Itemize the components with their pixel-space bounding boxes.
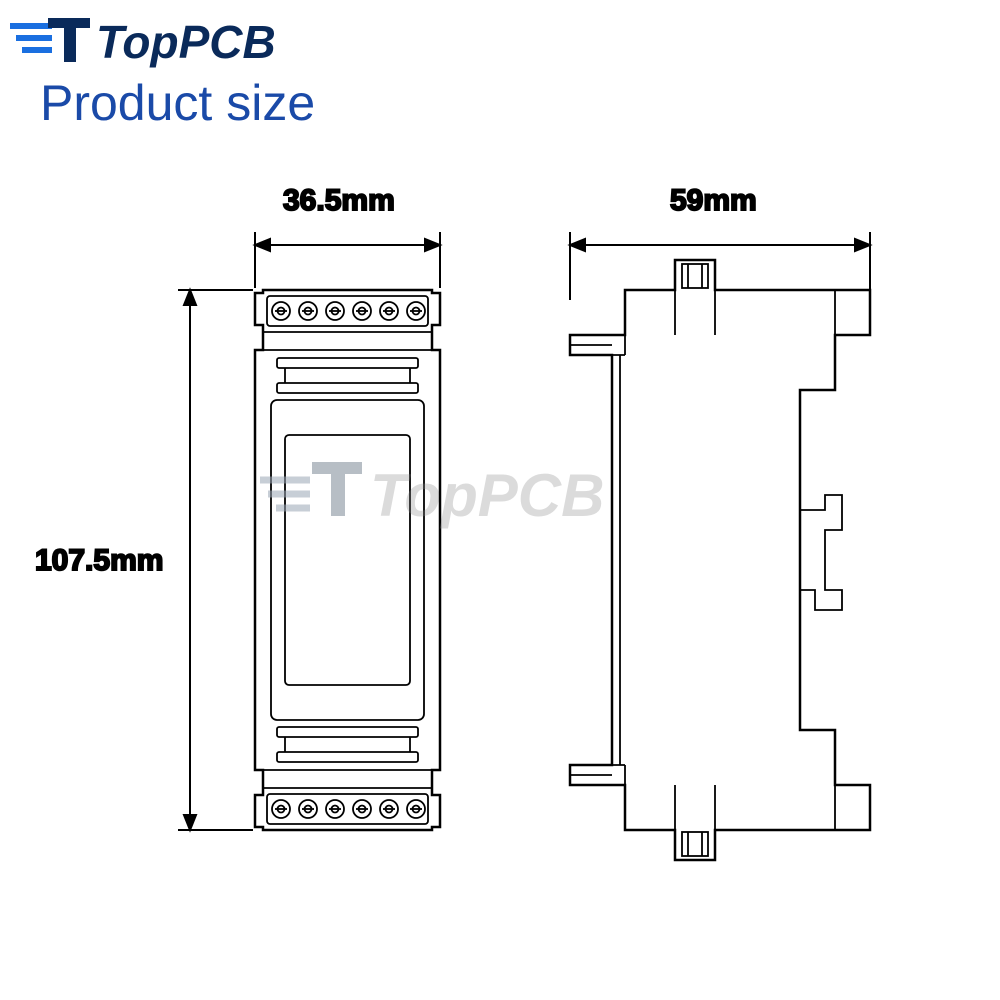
front-top-terminals xyxy=(267,296,428,326)
product-size-diagram: TopPCB Product size 36.5mm 59mm 107.5mm xyxy=(0,0,1000,1000)
page-title: Product size xyxy=(40,75,315,131)
logo-text: TopPCB xyxy=(96,16,276,68)
dim-height-label: 107.5mm xyxy=(35,544,163,577)
watermark: TopPCB xyxy=(260,462,604,529)
dimension-height: 107.5mm xyxy=(35,290,253,830)
front-view xyxy=(255,290,440,830)
logo: TopPCB xyxy=(10,16,276,68)
logo-wing-icon xyxy=(10,26,52,50)
dimension-side-depth: 59mm xyxy=(570,184,870,300)
dim-front-width-label: 36.5mm xyxy=(283,184,395,217)
dim-side-depth-label: 59mm xyxy=(670,184,757,217)
logo-t-icon xyxy=(48,18,90,62)
dimension-front-width: 36.5mm xyxy=(255,184,440,288)
watermark-text: TopPCB xyxy=(370,462,604,529)
side-view xyxy=(570,260,870,860)
front-bottom-terminals xyxy=(267,794,428,824)
